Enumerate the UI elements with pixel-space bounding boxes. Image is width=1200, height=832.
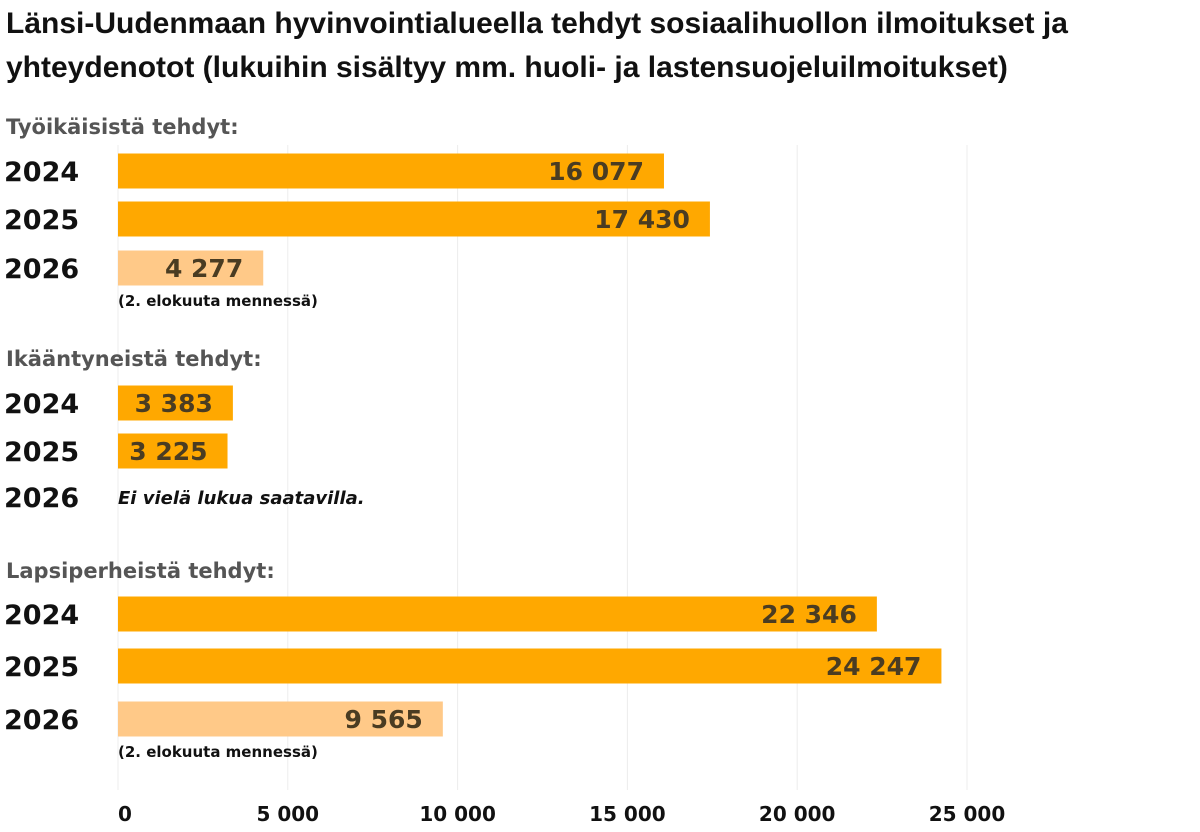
value-label: 9 565 [345,705,423,734]
value-label: 3 225 [129,437,207,466]
year-label: 2024 [4,600,79,631]
year-label: 2026 [4,254,79,285]
year-label: 2025 [4,205,79,236]
x-tick-label: 5 000 [256,802,319,826]
bar-2026 [118,701,443,737]
bar-2025 [118,648,942,684]
year-label: 2025 [4,652,79,683]
bar-2024 [118,596,877,632]
bar-2024 [118,153,664,189]
value-label: 24 247 [826,652,922,681]
group-heading: Työikäisistä tehdyt: [6,115,239,139]
group-heading: Ikääntyneistä tehdyt: [6,347,262,371]
group-heading: Lapsiperheistä tehdyt: [6,559,275,583]
year-label: 2026 [4,483,79,514]
year-label: 2025 [4,437,79,468]
year-label: 2024 [4,389,79,420]
x-tick-label: 20 000 [759,802,836,826]
no-data-note: Ei vielä lukua saatavilla. [118,488,365,509]
bar-2025 [118,433,228,469]
x-tick-label: 25 000 [929,802,1006,826]
x-tick-label: 10 000 [419,802,496,826]
value-label: 3 383 [135,389,213,418]
value-label: 22 346 [761,600,857,629]
partial-year-note: (2. elokuuta mennessä) [118,292,318,310]
year-label: 2024 [4,157,79,188]
chart-title: Länsi-Uudenmaan hyvinvointialueella tehd… [6,7,1068,84]
bar-2024 [118,385,233,421]
value-label: 16 077 [548,157,644,186]
bar-2025 [118,201,710,237]
bar-2026 [118,250,264,286]
year-label: 2026 [4,705,79,736]
partial-year-note: (2. elokuuta mennessä) [118,743,318,761]
value-label: 17 430 [594,205,690,234]
value-label: 4 277 [165,254,243,283]
x-tick-label: 15 000 [589,802,666,826]
x-tick-label: 0 [118,802,132,826]
